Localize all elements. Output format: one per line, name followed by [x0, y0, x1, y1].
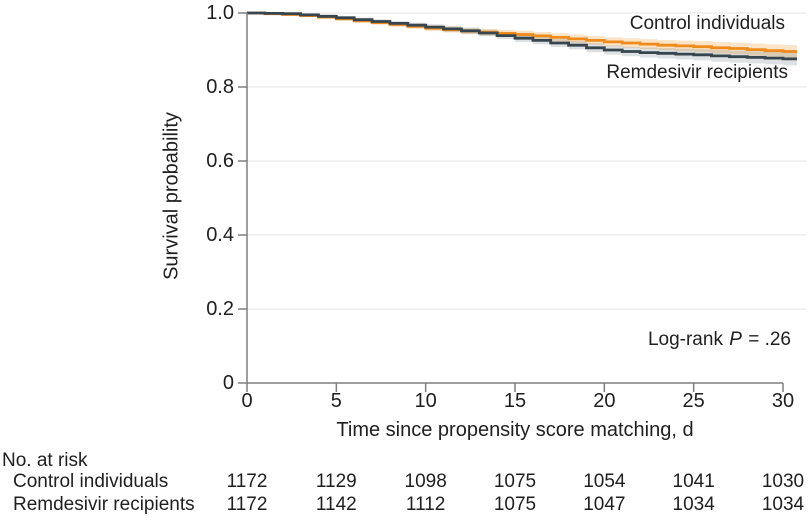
series-label-remdesivir-recipients: Remdesivir recipients — [606, 62, 788, 83]
risk-count: 1112 — [405, 494, 446, 515]
y-tick-label: 1.0 — [206, 2, 234, 24]
log-rank-annotation: Log-rank P = .26 — [648, 329, 791, 351]
risk-count: 1030 — [761, 471, 805, 492]
risk-count: 1034 — [761, 494, 805, 515]
y-tick-label: 0 — [222, 372, 234, 394]
risk-count: 1041 — [672, 471, 715, 492]
risk-count: 1034 — [672, 494, 715, 515]
x-tick-label: 0 — [241, 390, 253, 412]
risk-count: 1172 — [226, 494, 268, 515]
y-tick-label: 0.6 — [206, 150, 234, 172]
risk-table-row: Control individuals 1172 1129 1098 1075 1054 1… — [0, 471, 810, 493]
survival-chart-canvas — [238, 11, 807, 392]
x-tick-label: 15 — [503, 390, 527, 412]
risk-count: 1098 — [404, 471, 447, 492]
risk-count: 1142 — [315, 494, 357, 515]
log-rank-prefix: Log-rank — [647, 329, 729, 350]
risk-count: 1075 — [493, 494, 537, 515]
risk-row-label: Remdesivir recipients — [13, 494, 195, 515]
x-tick-label: 20 — [593, 390, 616, 412]
risk-count: 1047 — [583, 494, 626, 515]
risk-table-row: Remdesivir recipients 1172 1142 1112 1075 104… — [0, 494, 810, 516]
x-tick-label: 5 — [330, 390, 342, 412]
y-tick-label: 0.4 — [206, 224, 234, 246]
risk-count: 1054 — [583, 471, 626, 492]
risk-count: 1075 — [493, 471, 537, 492]
y-tick-label: 0.2 — [206, 298, 234, 320]
log-rank-p-symbol: P — [729, 329, 742, 350]
x-tick-label: 10 — [414, 390, 437, 412]
x-axis-title: Time since propensity score matching, d — [336, 419, 694, 441]
series-label-control-individuals: Control individuals — [629, 13, 785, 34]
log-rank-suffix: = .26 — [742, 329, 791, 350]
y-axis-title: Survival probability — [160, 112, 183, 280]
survival-curve-remdesivir — [247, 11, 797, 61]
y-tick-label: 0.8 — [206, 76, 234, 98]
risk-row-label: Control individuals — [13, 471, 169, 492]
risk-table-title: No. at risk — [2, 450, 88, 471]
x-tick-label: 30 — [771, 390, 795, 412]
risk-count: 1172 — [226, 471, 268, 492]
risk-count: 1129 — [315, 471, 357, 492]
x-tick-label: 25 — [682, 390, 705, 412]
